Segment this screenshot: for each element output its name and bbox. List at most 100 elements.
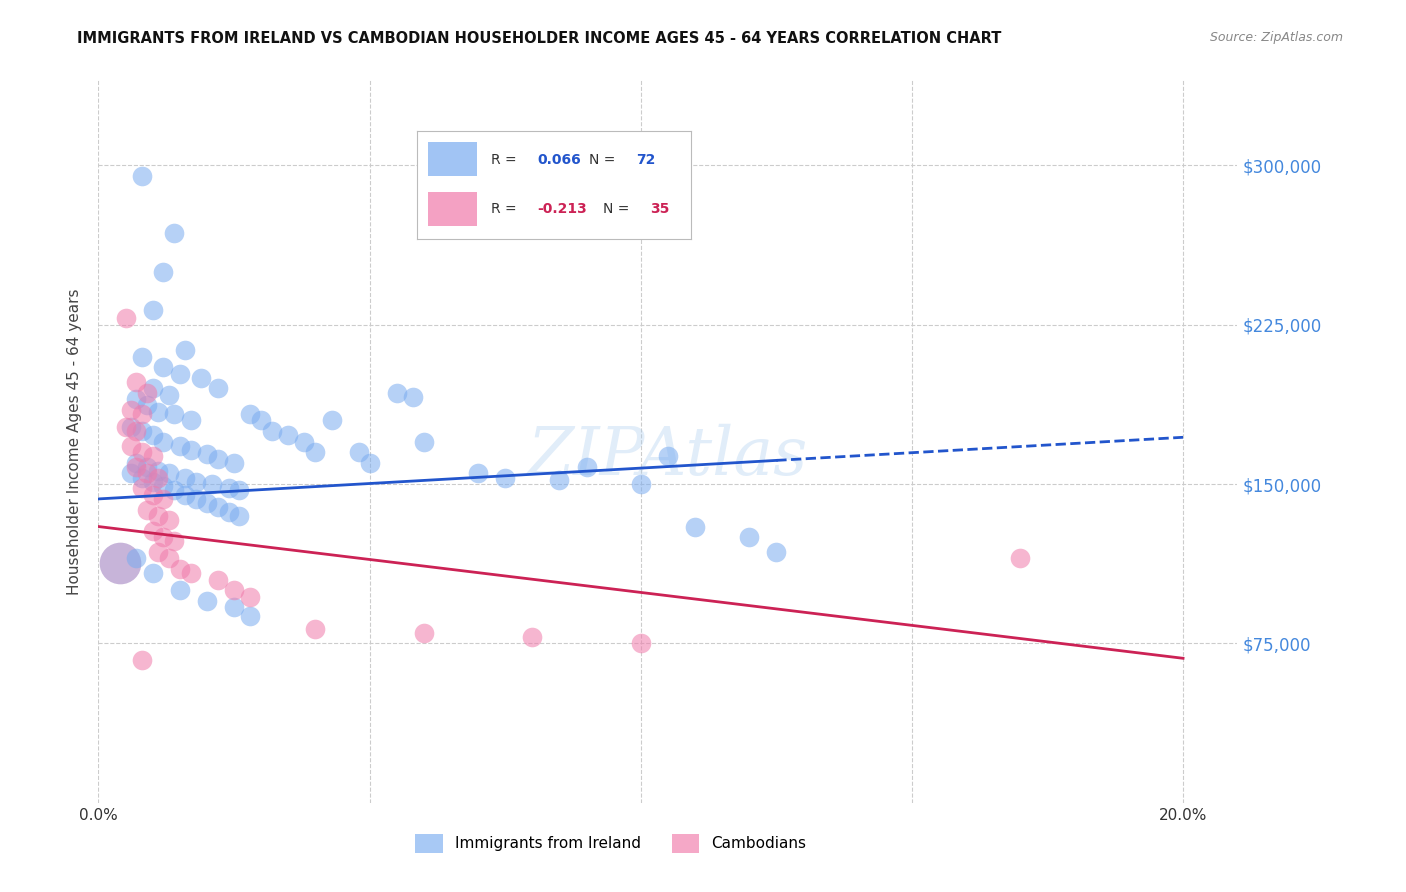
Point bbox=[184, 491, 207, 506]
Point bbox=[152, 434, 174, 449]
Point bbox=[195, 447, 218, 461]
Point bbox=[146, 545, 169, 559]
Point bbox=[142, 524, 165, 538]
Point bbox=[152, 264, 174, 278]
Point bbox=[146, 470, 169, 484]
Point bbox=[146, 464, 169, 478]
Point bbox=[207, 381, 229, 395]
Point bbox=[169, 562, 191, 576]
Y-axis label: Householder Income Ages 45 - 64 years: Householder Income Ages 45 - 64 years bbox=[67, 288, 83, 595]
Point bbox=[195, 594, 218, 608]
Point bbox=[142, 475, 165, 489]
Point bbox=[347, 445, 370, 459]
Point bbox=[402, 390, 425, 404]
Point bbox=[136, 460, 159, 475]
Text: IMMIGRANTS FROM IRELAND VS CAMBODIAN HOUSEHOLDER INCOME AGES 45 - 64 YEARS CORRE: IMMIGRANTS FROM IRELAND VS CAMBODIAN HOU… bbox=[77, 31, 1001, 46]
Point bbox=[222, 583, 245, 598]
Point bbox=[207, 573, 229, 587]
Point bbox=[218, 481, 240, 495]
Point bbox=[136, 398, 159, 412]
Point bbox=[120, 467, 142, 481]
Point bbox=[201, 477, 224, 491]
Point bbox=[180, 413, 202, 427]
Point bbox=[142, 450, 165, 464]
Point bbox=[260, 424, 283, 438]
Point bbox=[146, 508, 169, 523]
Point bbox=[494, 470, 516, 484]
Legend: Immigrants from Ireland, Cambodians: Immigrants from Ireland, Cambodians bbox=[408, 826, 814, 860]
Point bbox=[169, 367, 191, 381]
Point bbox=[169, 439, 191, 453]
Point bbox=[163, 407, 186, 421]
Point bbox=[146, 405, 169, 419]
Point bbox=[321, 413, 343, 427]
Point bbox=[125, 424, 148, 438]
Point bbox=[630, 636, 652, 650]
Point bbox=[136, 467, 159, 481]
Point bbox=[152, 479, 174, 493]
Point bbox=[142, 381, 165, 395]
Point bbox=[152, 530, 174, 544]
Point bbox=[765, 545, 787, 559]
Point bbox=[174, 470, 197, 484]
Point bbox=[222, 600, 245, 615]
Point bbox=[142, 488, 165, 502]
Point bbox=[207, 500, 229, 515]
Point bbox=[294, 434, 316, 449]
Point bbox=[239, 608, 262, 623]
Point bbox=[136, 385, 159, 400]
Point bbox=[359, 456, 381, 470]
Point bbox=[163, 483, 186, 498]
Point bbox=[657, 450, 679, 464]
Point bbox=[152, 360, 174, 375]
Point bbox=[195, 496, 218, 510]
Point bbox=[131, 653, 153, 667]
Point bbox=[385, 385, 408, 400]
Point bbox=[142, 428, 165, 442]
Point bbox=[142, 566, 165, 581]
Point bbox=[131, 470, 153, 484]
Point bbox=[114, 419, 136, 434]
Point bbox=[125, 551, 148, 566]
Point bbox=[180, 443, 202, 458]
Point bbox=[180, 566, 202, 581]
Point bbox=[630, 477, 652, 491]
Point bbox=[157, 513, 180, 527]
Point bbox=[131, 481, 153, 495]
Point bbox=[738, 530, 761, 544]
Point bbox=[304, 445, 326, 459]
Point bbox=[131, 407, 153, 421]
Point bbox=[174, 343, 197, 358]
Point bbox=[125, 392, 148, 406]
Point bbox=[163, 534, 186, 549]
Point bbox=[207, 451, 229, 466]
Point bbox=[218, 505, 240, 519]
Text: Source: ZipAtlas.com: Source: ZipAtlas.com bbox=[1209, 31, 1343, 45]
Point bbox=[683, 519, 706, 533]
Point bbox=[190, 371, 212, 385]
Point bbox=[184, 475, 207, 489]
Point bbox=[136, 502, 159, 516]
Text: ZIPAtlas: ZIPAtlas bbox=[527, 424, 808, 489]
Point bbox=[120, 402, 142, 417]
Point bbox=[131, 169, 153, 183]
Point bbox=[125, 375, 148, 389]
Point bbox=[108, 556, 131, 570]
Point bbox=[131, 350, 153, 364]
Point bbox=[412, 434, 434, 449]
Point bbox=[157, 388, 180, 402]
Point bbox=[239, 590, 262, 604]
Point bbox=[120, 419, 142, 434]
Point bbox=[174, 488, 197, 502]
Point bbox=[169, 583, 191, 598]
Point bbox=[152, 491, 174, 506]
Point bbox=[131, 424, 153, 438]
Point bbox=[163, 227, 186, 241]
Point bbox=[304, 622, 326, 636]
Point bbox=[125, 460, 148, 475]
Point bbox=[131, 445, 153, 459]
Point bbox=[125, 456, 148, 470]
Point bbox=[250, 413, 273, 427]
Point bbox=[412, 625, 434, 640]
Point bbox=[575, 460, 598, 475]
